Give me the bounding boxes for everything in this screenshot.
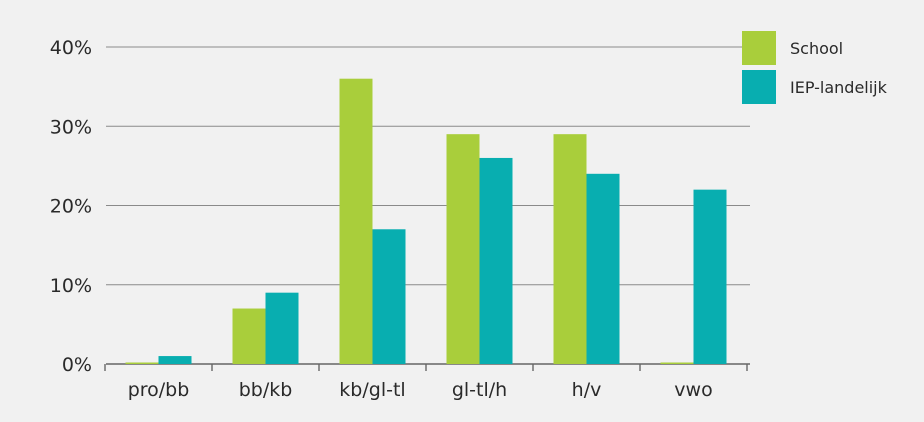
y-tick-label: 0% xyxy=(62,354,92,376)
y-tick-label: 20% xyxy=(50,196,92,218)
legend: School IEP-landelijk xyxy=(742,31,888,104)
legend-label: School xyxy=(790,39,843,58)
bar-school-vwo xyxy=(661,363,694,365)
gridlines xyxy=(106,47,750,364)
x-category-label: kb/gl-tl xyxy=(339,379,405,401)
y-tick-label: 10% xyxy=(50,275,92,297)
bar-school-kb-gl-tl xyxy=(340,79,373,364)
x-category-label: vwo xyxy=(674,379,712,401)
bar-iep-landelijk-h-v xyxy=(587,174,620,364)
y-tick-label: 30% xyxy=(50,116,92,138)
bar-iep-landelijk-pro-bb xyxy=(159,356,192,364)
x-category-label: bb/kb xyxy=(239,379,293,401)
bar-school-h-v xyxy=(554,134,587,364)
y-tick-label: 40% xyxy=(50,37,92,59)
bar-school-pro-bb xyxy=(126,363,159,365)
bar-school-gl-tl-h xyxy=(447,134,480,364)
legend-swatch xyxy=(742,70,776,104)
bars xyxy=(126,79,727,364)
legend-label: IEP-landelijk xyxy=(790,78,888,97)
legend-swatch xyxy=(742,31,776,65)
bar-iep-landelijk-kb-gl-tl xyxy=(373,229,406,364)
bar-school-bb-kb xyxy=(233,309,266,364)
x-category-label: gl-tl/h xyxy=(452,379,507,401)
bar-iep-landelijk-bb-kb xyxy=(266,293,299,364)
bar-iep-landelijk-vwo xyxy=(694,190,727,364)
bar-iep-landelijk-gl-tl-h xyxy=(480,158,513,364)
x-category-label: h/v xyxy=(572,379,602,401)
x-category-label: pro/bb xyxy=(128,379,190,401)
